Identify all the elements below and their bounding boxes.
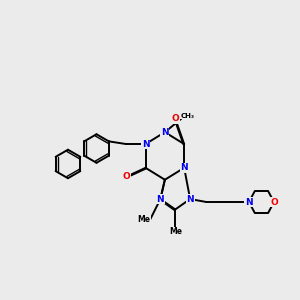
Text: Me: Me <box>169 227 182 236</box>
Text: Me: Me <box>137 215 150 224</box>
Text: O: O <box>171 114 179 123</box>
Text: N: N <box>142 140 149 148</box>
Text: N: N <box>157 194 164 203</box>
Text: O: O <box>270 197 278 206</box>
Text: N: N <box>180 163 188 172</box>
Text: N: N <box>186 194 194 203</box>
Text: N: N <box>161 128 169 137</box>
Text: O: O <box>122 172 130 181</box>
Text: CH₃: CH₃ <box>180 113 194 119</box>
Text: N: N <box>245 197 253 206</box>
